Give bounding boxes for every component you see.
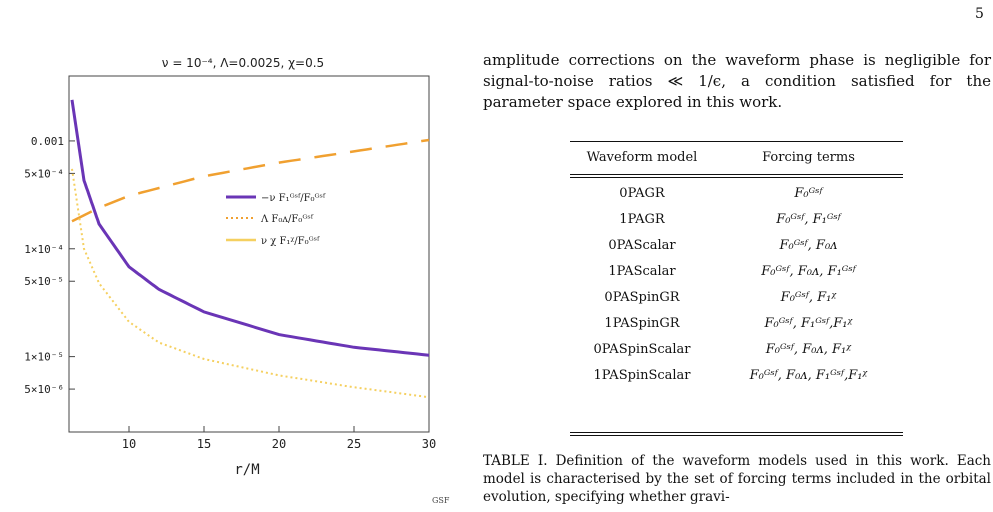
terms-cell: F₀ᴳˢᶠ, F₁ᵡ xyxy=(780,289,837,305)
y-tick-label: 1×10⁻⁵ xyxy=(24,351,64,364)
y-tick-label: 5×10⁻⁴ xyxy=(24,167,64,180)
body-paragraph: amplitude corrections on the waveform ph… xyxy=(483,51,991,111)
x-tick-label: 30 xyxy=(422,437,436,451)
model-cell: 0PASpinGR xyxy=(604,289,680,305)
figure: ν = 10⁻⁴, Λ=0.0025, χ=0.5 10 15 20 25 30 0.00… xyxy=(0,0,460,508)
model-cell: 0PASpinScalar xyxy=(593,341,691,357)
x-tick-label: 25 xyxy=(347,437,361,451)
terms-cell: F₀ᴳˢᶠ, F₁ᴳˢᶠ xyxy=(776,211,841,227)
y-tick-label: 5×10⁻⁵ xyxy=(24,275,64,288)
chart: ν = 10⁻⁴, Λ=0.0025, χ=0.5 10 15 20 25 30 0.00… xyxy=(24,56,436,478)
table-row: 1PAGR F₀ᴳˢᶠ, F₁ᴳˢᶠ xyxy=(570,206,903,232)
terms-cell: F₀ᴳˢᶠ, F₀ᴧ, F₁ᴳˢᶠ,F₁ᵡ xyxy=(749,367,868,383)
figure-caption-fragment: GSF xyxy=(432,496,450,505)
y-tick-label: 0.001 xyxy=(31,135,64,148)
series-line-1 xyxy=(70,99,430,357)
terms-cell: F₀ᴳˢᶠ, F₀ᴧ, F₁ᵡ xyxy=(765,341,852,357)
model-cell: 1PAGR xyxy=(619,211,665,227)
plot-frame xyxy=(68,75,430,433)
model-cell: 1PASpinScalar xyxy=(593,367,691,383)
terms-cell: F₀ᴳˢᶠ, F₁ᴳˢᶠ,F₁ᵡ xyxy=(764,315,853,331)
table-caption: TABLE I. Definition of the waveform mode… xyxy=(483,453,991,505)
model-cell: 1PAScalar xyxy=(608,263,676,279)
legend: −ν F₁ᴳˢᶠ/F₀ᴳˢᶠ Λ F₀ᴧ/F₀ᴳˢᶠ ν χ F₁ᵡ/F₀ᴳˢᶠ xyxy=(226,193,326,247)
chart-title: ν = 10⁻⁴, Λ=0.0025, χ=0.5 xyxy=(162,56,324,70)
x-tick-label: 15 xyxy=(197,437,211,451)
page-number: 5 xyxy=(975,6,984,22)
series-line-3 xyxy=(71,168,430,399)
x-axis-label: r/M xyxy=(234,462,259,478)
table-row: 0PASpinScalar F₀ᴳˢᶠ, F₀ᴧ, F₁ᵡ xyxy=(570,336,903,362)
y-tick-label: 1×10⁻⁴ xyxy=(24,243,64,256)
table-header-row: Waveform model Forcing terms xyxy=(570,144,903,170)
legend-label-orange: Λ F₀ᴧ/F₀ᴳˢᶠ xyxy=(260,214,314,225)
table-header-model: Waveform model xyxy=(586,149,698,165)
model-cell: 0PAGR xyxy=(619,185,665,201)
table-row: 0PAScalar F₀ᴳˢᶠ, F₀ᴧ xyxy=(570,232,903,258)
terms-cell: F₀ᴳˢᶠ xyxy=(794,185,823,201)
table-header-terms: Forcing terms xyxy=(762,149,855,165)
terms-cell: F₀ᴳˢᶠ, F₀ᴧ, F₁ᴳˢᶠ xyxy=(761,263,856,279)
x-tick-label: 10 xyxy=(122,437,136,451)
legend-label-yellow: ν χ F₁ᵡ/F₀ᴳˢᶠ xyxy=(261,236,320,247)
legend-label-purple: −ν F₁ᴳˢᶠ/F₀ᴳˢᶠ xyxy=(261,193,326,204)
table-row: 1PASpinScalar F₀ᴳˢᶠ, F₀ᴧ, F₁ᴳˢᶠ,F₁ᵡ xyxy=(570,362,903,388)
x-tick-label: 20 xyxy=(272,437,286,451)
model-cell: 0PAScalar xyxy=(608,237,676,253)
terms-cell: F₀ᴳˢᶠ, F₀ᴧ xyxy=(779,237,838,253)
table-row: 1PAScalar F₀ᴳˢᶠ, F₀ᴧ, F₁ᴳˢᶠ xyxy=(570,258,903,284)
y-tick-label: 5×10⁻⁶ xyxy=(24,383,64,396)
table-row: 0PAGR F₀ᴳˢᶠ xyxy=(570,180,903,206)
table-row: 0PASpinGR F₀ᴳˢᶠ, F₁ᵡ xyxy=(570,284,903,310)
model-cell: 1PASpinGR xyxy=(604,315,680,331)
table-row: 1PASpinGR F₀ᴳˢᶠ, F₁ᴳˢᶠ,F₁ᵡ xyxy=(570,310,903,336)
series-line-2 xyxy=(71,138,430,223)
